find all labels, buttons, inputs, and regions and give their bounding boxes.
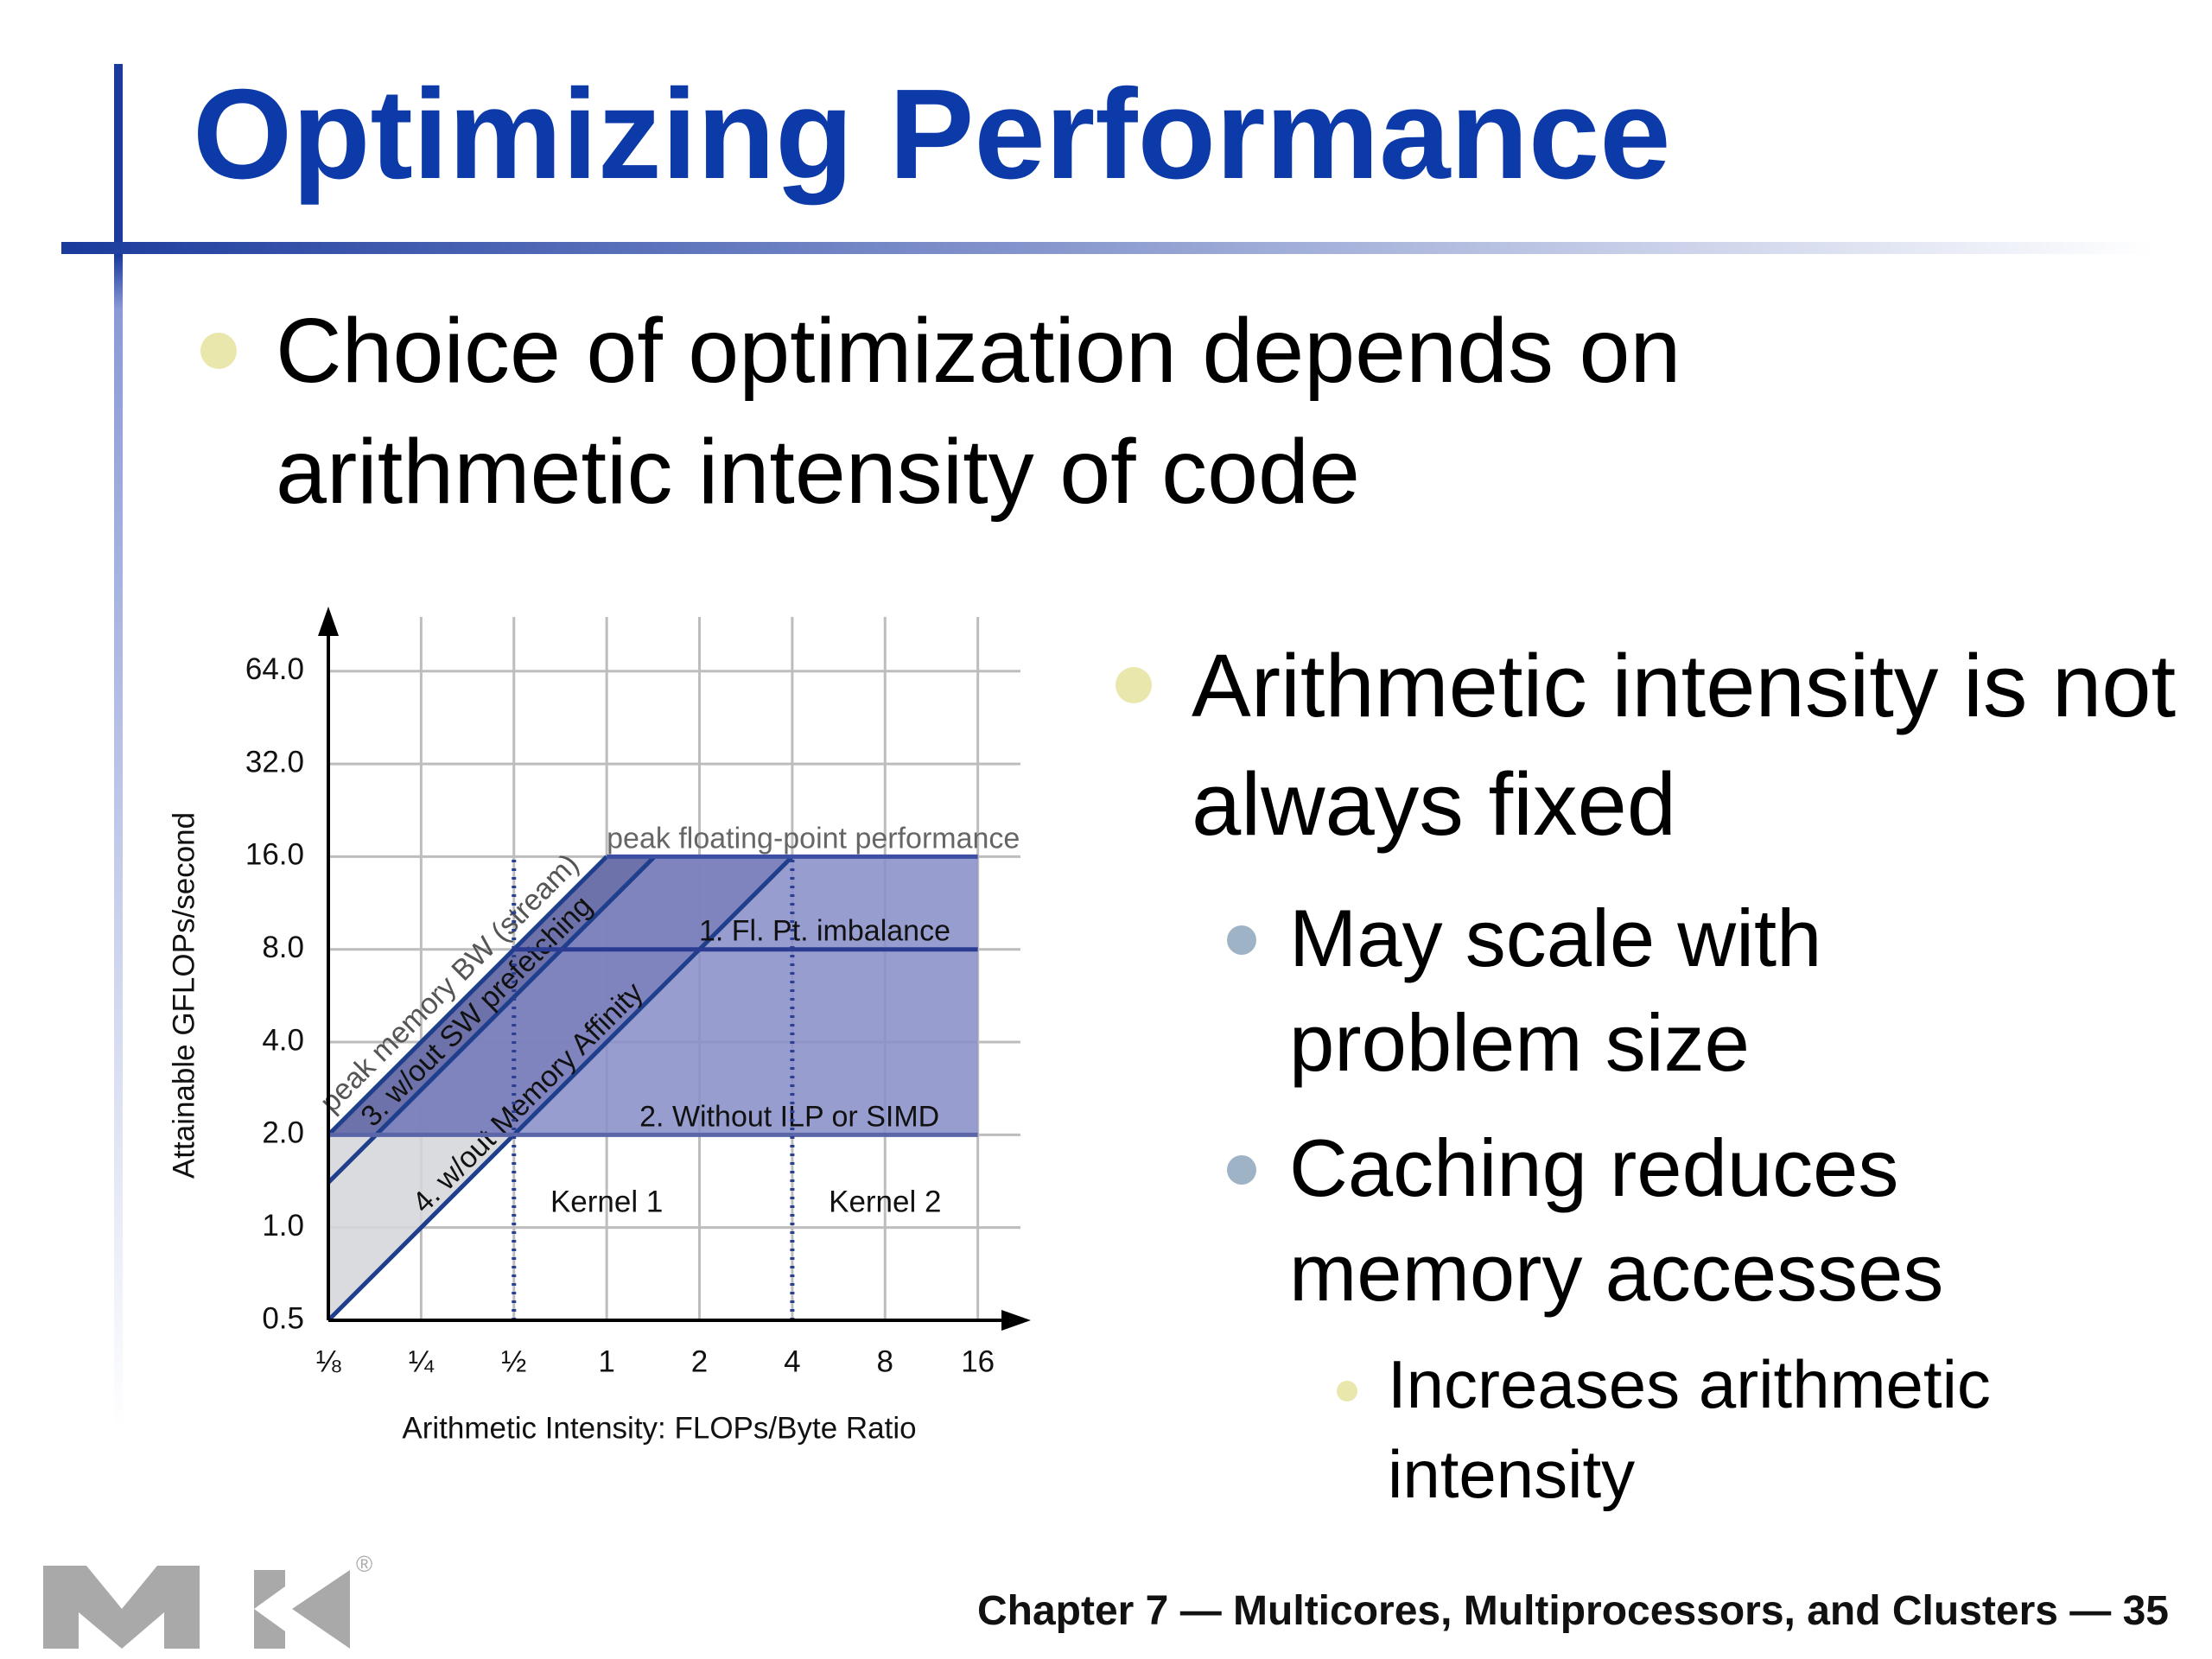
x-tick-label: ⅛: [315, 1344, 341, 1378]
x-axis-arrow: [1001, 1310, 1031, 1331]
bullet-dot: [1116, 667, 1152, 703]
x-axis-title: Arithmetic Intensity: FLOPs/Byte Ratio: [402, 1411, 916, 1445]
y-tick-label: 4.0: [262, 1023, 304, 1057]
y-axis-arrow: [318, 607, 339, 636]
roofline: [327, 855, 657, 1185]
x-tick-label: 1: [598, 1344, 614, 1378]
title-vertical-bar: [114, 64, 123, 1429]
y-tick-label: 2.0: [262, 1116, 304, 1150]
logo-k-notch: [254, 1586, 285, 1631]
bullet-text: Choice of optimization depends on arithm…: [276, 300, 1681, 523]
chart: ⅛ ¼ ½ 1 2 4 8 16 0.5 1.0 2.0 4.0 8.0 16.0 32.0 64.0 peak…: [167, 607, 1031, 1445]
slide-title: Optimizing Performance: [193, 63, 1671, 206]
sub-sub-bullet-dot: [1337, 1381, 1357, 1402]
roofline: [327, 855, 608, 1137]
sub-bullet-dot: [1227, 1155, 1256, 1185]
y-tick-label: 16.0: [245, 838, 304, 872]
kernel-label: Kernel 1: [550, 1185, 663, 1218]
roofline-label: peak floating-point performance: [607, 822, 1020, 855]
y-tick-label: 1.0: [262, 1209, 304, 1243]
x-tick-label: 2: [691, 1344, 708, 1378]
y-tick-label: 64.0: [245, 652, 304, 686]
kernel-label: Kernel 2: [829, 1185, 941, 1218]
sub-bullet-dot: [1227, 925, 1256, 955]
x-tick-label: 16: [961, 1344, 995, 1378]
y-tick-label: 8.0: [262, 931, 304, 964]
roofline: [327, 855, 794, 1322]
roofline-label: 1. Fl. Pt. imbalance: [699, 915, 950, 948]
y-tick-label: 0.5: [262, 1301, 304, 1335]
sub-bullet-text: May scale with problem size: [1289, 893, 1822, 1088]
logo-k-arrow: [292, 1570, 350, 1649]
x-tick-label: ½: [501, 1344, 526, 1378]
logo-m: [43, 1566, 200, 1649]
title-underline: [61, 242, 2152, 254]
bullet-text: Arithmetic intensity is not always fixed: [1192, 636, 2177, 854]
logo: [43, 1566, 350, 1649]
bullet-dot: [200, 333, 237, 369]
sub-sub-bullet-text: Increases arithmetic intensity: [1388, 1346, 1991, 1512]
x-tick-label: 8: [877, 1344, 893, 1378]
footer: Chapter 7 — Multicores, Multiprocessors,…: [977, 1588, 2169, 1634]
roofline-label: 2. Without ILP or SIMD: [639, 1100, 939, 1133]
logo-registered: ®: [356, 1551, 372, 1577]
shaded-region: [328, 856, 655, 1135]
x-tick-label: 4: [784, 1344, 800, 1378]
y-axis-title: Attainable GFLOPs/second: [167, 812, 200, 1179]
y-tick-label: 32.0: [245, 745, 304, 779]
sub-bullet-text: Caching reduces memory accesses: [1289, 1122, 1944, 1318]
x-tick-label: ¼: [409, 1344, 435, 1378]
